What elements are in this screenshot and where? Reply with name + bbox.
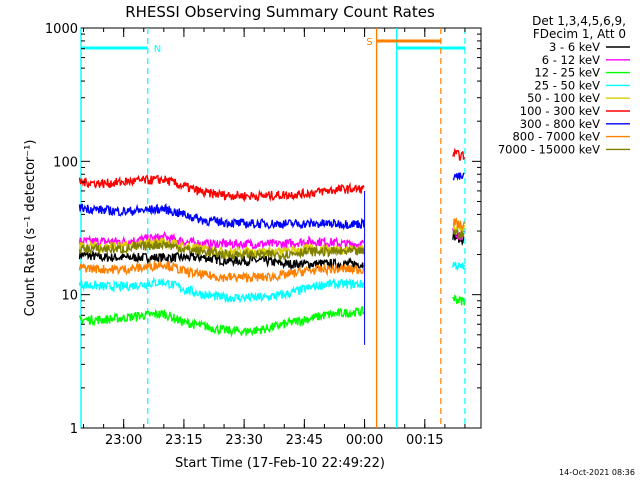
legend-entry-label: 50 - 100 keV: [527, 91, 600, 105]
legend-entry-label: 6 - 12 keV: [542, 53, 600, 67]
plot-frame: [80, 27, 482, 429]
legend-entry-label: 25 - 50 keV: [534, 78, 600, 92]
legend-header: Det 1,3,4,5,6,9,: [532, 14, 626, 28]
series-line: [78, 260, 465, 304]
x-tick-label: 23:45: [286, 433, 323, 448]
chart-title: RHESSI Observing Summary Count Rates: [125, 3, 435, 21]
flag-layer: NS: [80, 28, 466, 428]
x-tick-label: 00:00: [346, 433, 383, 448]
legend-entry-label: 7000 - 15000 keV: [498, 142, 600, 156]
x-tick-label: 00:15: [406, 433, 443, 448]
legend-entry-label: 300 - 800 keV: [520, 117, 600, 131]
x-tick-label: 23:30: [225, 433, 262, 448]
y-tick-label: 100: [53, 155, 78, 170]
legend-entry-label: 800 - 7000 keV: [512, 130, 600, 144]
series-line: [78, 147, 465, 203]
x-tick-label: 23:15: [165, 433, 202, 448]
series-line: [78, 228, 465, 262]
legend-header: FDecim 1, Att 0: [533, 27, 626, 41]
series-layer: [78, 147, 465, 345]
flag-label: N: [154, 44, 161, 55]
y-tick-label: 1000: [45, 22, 78, 37]
axis-ticks: 1 10 100 1000 23:00 23:15 23:30 23:45 00:00 00:15: [45, 22, 481, 448]
generation-timestamp: 14-Oct-2021 08:36: [559, 468, 635, 477]
y-axis-label: Count Rate (s⁻¹ detector⁻¹): [23, 140, 38, 317]
flag-label: S: [366, 37, 372, 48]
y-tick-label: 1: [70, 422, 78, 437]
legend-entry-label: 12 - 25 keV: [534, 66, 600, 80]
x-axis-label: Start Time (17-Feb-10 22:49:22): [175, 456, 385, 471]
series-line: [78, 294, 465, 338]
y-tick-label: 10: [61, 289, 78, 304]
legend-entry-label: 100 - 300 keV: [520, 104, 600, 118]
legend: Det 1,3,4,5,6,9,FDecim 1, Att 03 - 6 keV…: [498, 14, 630, 156]
series-line: [78, 172, 465, 231]
x-tick-label: 23:00: [105, 433, 142, 448]
legend-entry-label: 3 - 6 keV: [549, 40, 600, 54]
series-line: [78, 217, 465, 284]
